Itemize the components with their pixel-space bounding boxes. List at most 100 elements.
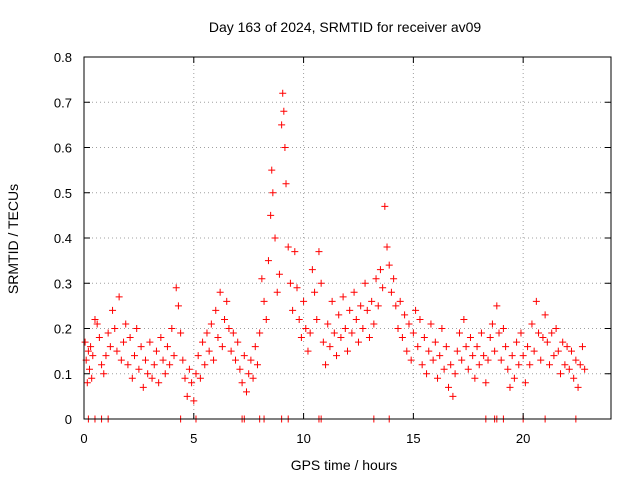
data-point: [526, 361, 534, 369]
data-point: [420, 334, 428, 342]
data-point: [279, 89, 287, 97]
data-point: [236, 365, 244, 373]
data-point: [477, 329, 485, 337]
data-point: [502, 343, 510, 351]
data-point: [506, 383, 514, 391]
data-point: [216, 288, 224, 296]
data-point: [482, 379, 490, 387]
data-point: [475, 361, 483, 369]
data-point: [313, 315, 321, 323]
data-point: [225, 325, 233, 332]
data-point: [194, 352, 202, 360]
data-point: [436, 352, 444, 360]
data-point: [401, 311, 409, 319]
y-tick-label: 0.2: [54, 322, 72, 337]
data-point: [115, 293, 123, 301]
data-point: [499, 325, 507, 332]
data-point: [333, 352, 341, 360]
data-point: [253, 361, 261, 369]
data-point: [495, 329, 503, 337]
data-point: [517, 329, 525, 337]
data-point: [445, 383, 453, 391]
data-point: [245, 370, 253, 378]
data-point: [181, 374, 189, 382]
data-point: [126, 334, 134, 342]
x-tick-label: 0: [80, 431, 87, 446]
data-point: [519, 352, 527, 360]
data-point: [124, 361, 132, 369]
data-point: [510, 374, 518, 382]
data-point: [515, 361, 523, 369]
data-point: [372, 275, 380, 283]
data-point: [541, 311, 549, 319]
data-point: [275, 270, 283, 278]
data-point: [330, 329, 338, 337]
data-point: [497, 356, 505, 364]
data-point: [291, 248, 299, 256]
data-point: [328, 297, 336, 305]
data-point: [493, 302, 501, 310]
data-point: [157, 334, 165, 342]
data-point: [548, 329, 556, 337]
data-point: [561, 361, 569, 369]
data-point: [385, 261, 393, 269]
data-point: [521, 379, 529, 387]
data-point: [363, 306, 371, 314]
data-point: [365, 334, 373, 342]
data-point: [300, 297, 308, 305]
data-point: [251, 343, 259, 351]
data-point: [341, 325, 349, 332]
data-point: [170, 352, 178, 360]
y-tick-label: 0.5: [54, 186, 72, 201]
data-point: [155, 379, 163, 387]
data-point: [201, 361, 209, 369]
data-point: [576, 361, 584, 369]
data-point: [264, 257, 272, 265]
y-tick-label: 0.6: [54, 141, 72, 156]
data-point: [234, 338, 242, 346]
data-point: [144, 370, 152, 378]
data-point: [89, 352, 97, 360]
data-point: [390, 275, 398, 283]
data-point: [539, 334, 547, 342]
data-point: [295, 315, 303, 323]
data-point: [357, 302, 365, 310]
data-point: [462, 343, 470, 351]
data-point: [148, 374, 156, 382]
data-point: [210, 356, 218, 364]
data-point: [214, 334, 222, 342]
data-point: [319, 338, 327, 346]
data-point: [464, 365, 472, 373]
data-point: [396, 297, 404, 305]
data-point: [403, 347, 411, 355]
data-point: [308, 266, 316, 274]
data-point: [574, 383, 582, 391]
y-tick-label: 0.4: [54, 231, 72, 246]
data-point: [559, 338, 567, 346]
data-point: [460, 315, 468, 323]
y-tick-label: 0: [65, 412, 72, 427]
data-point: [113, 347, 121, 355]
data-point: [207, 320, 215, 328]
data-point: [508, 352, 516, 360]
data-point: [258, 275, 266, 283]
data-point: [352, 315, 360, 323]
data-point: [427, 320, 435, 328]
data-point: [442, 343, 450, 351]
data-point: [218, 343, 226, 351]
data-point: [286, 279, 294, 287]
data-point: [344, 347, 351, 355]
data-point: [524, 343, 532, 351]
data-point: [227, 347, 235, 355]
data-point: [546, 361, 554, 369]
data-point: [247, 356, 255, 364]
data-point: [322, 361, 330, 369]
data-point: [95, 334, 103, 342]
x-tick-label: 10: [296, 431, 310, 446]
data-point: [513, 338, 521, 346]
data-point: [268, 166, 276, 174]
data-point: [451, 370, 459, 378]
data-point: [161, 370, 169, 378]
data-point: [337, 334, 345, 342]
